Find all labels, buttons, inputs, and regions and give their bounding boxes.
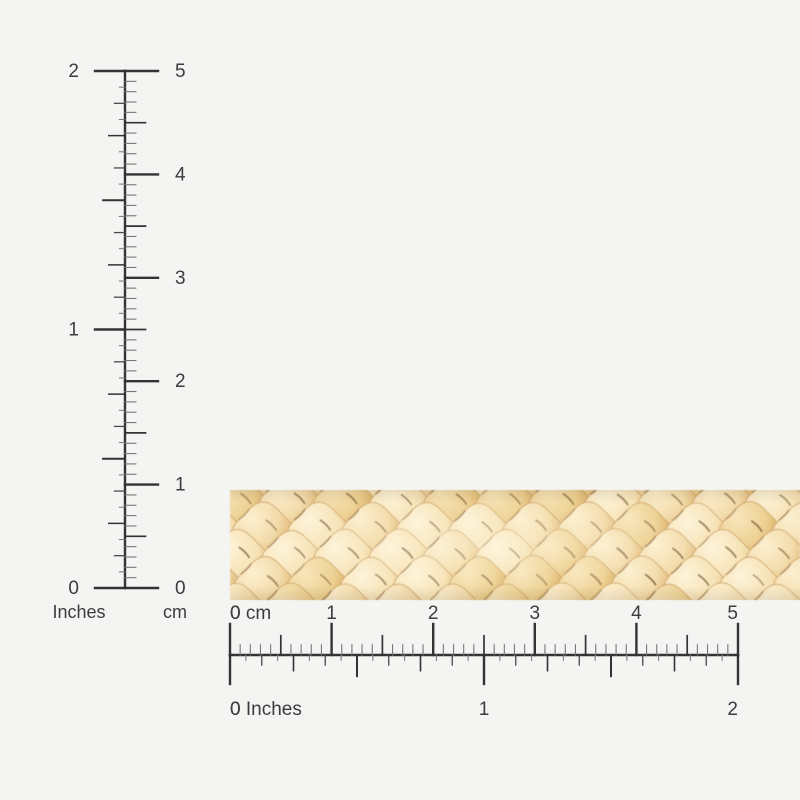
svg-text:0 cm: 0 cm <box>230 603 271 624</box>
svg-text:1: 1 <box>326 603 337 624</box>
svg-text:3: 3 <box>530 603 541 624</box>
svg-text:1: 1 <box>479 699 490 720</box>
svg-text:4: 4 <box>631 603 642 624</box>
svg-text:5: 5 <box>175 61 186 82</box>
svg-text:1: 1 <box>175 475 186 496</box>
svg-text:2: 2 <box>727 699 738 720</box>
svg-text:0: 0 <box>68 578 79 599</box>
svg-text:cm: cm <box>163 602 187 622</box>
svg-text:Inches: Inches <box>52 602 105 622</box>
svg-text:0: 0 <box>175 578 186 599</box>
svg-text:1: 1 <box>68 320 79 341</box>
svg-text:2: 2 <box>428 603 439 624</box>
svg-text:2: 2 <box>68 61 79 82</box>
svg-text:4: 4 <box>175 164 186 185</box>
svg-text:0 Inches: 0 Inches <box>230 699 302 720</box>
svg-text:5: 5 <box>727 603 738 624</box>
svg-text:2: 2 <box>175 371 186 392</box>
svg-text:3: 3 <box>175 268 186 289</box>
